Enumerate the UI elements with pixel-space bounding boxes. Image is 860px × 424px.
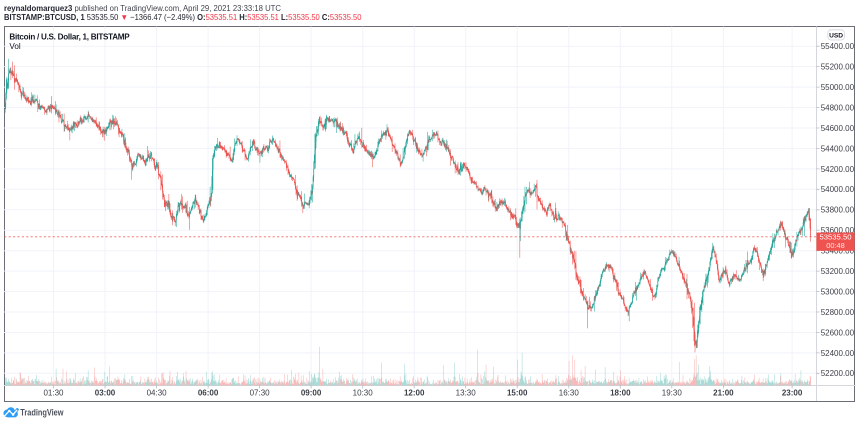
- svg-text:52400.00: 52400.00: [821, 349, 855, 358]
- svg-text:55400.00: 55400.00: [821, 42, 855, 51]
- svg-text:53200.00: 53200.00: [821, 267, 855, 276]
- svg-text:Vol: Vol: [9, 42, 20, 51]
- svg-text:04:30: 04:30: [147, 388, 168, 397]
- svg-text:00:48: 00:48: [826, 241, 845, 250]
- svg-text:16:30: 16:30: [559, 388, 580, 397]
- svg-text:55000.00: 55000.00: [821, 83, 855, 92]
- svg-text:13:30: 13:30: [456, 388, 477, 397]
- svg-text:Bitcoin / U.S. Dollar, 1, BITS: Bitcoin / U.S. Dollar, 1, BITSTAMP: [9, 33, 130, 42]
- svg-text:53600.00: 53600.00: [821, 226, 855, 235]
- svg-text:54400.00: 54400.00: [821, 144, 855, 153]
- svg-text:03:00: 03:00: [95, 388, 116, 397]
- svg-text:BITSTAMP:BTCUSD, 1 53535.50 ▼: BITSTAMP:BTCUSD, 1 53535.50 ▼ −1366.47 (…: [4, 12, 362, 22]
- svg-text:06:00: 06:00: [198, 388, 219, 397]
- svg-text:01:30: 01:30: [43, 388, 64, 397]
- svg-text:53800.00: 53800.00: [821, 206, 855, 215]
- svg-text:23:00: 23:00: [782, 388, 803, 397]
- svg-text:18:00: 18:00: [610, 388, 631, 397]
- svg-text:54600.00: 54600.00: [821, 124, 855, 133]
- svg-text:54800.00: 54800.00: [821, 103, 855, 112]
- svg-text:53000.00: 53000.00: [821, 288, 855, 297]
- svg-text:19:30: 19:30: [662, 388, 683, 397]
- svg-text:55200.00: 55200.00: [821, 63, 855, 72]
- svg-text:52600.00: 52600.00: [821, 328, 855, 337]
- svg-text:53535.50: 53535.50: [819, 233, 851, 242]
- svg-text:USD: USD: [829, 33, 843, 40]
- svg-text:53400.00: 53400.00: [821, 247, 855, 256]
- svg-text:reynaldomarquez3 published on: reynaldomarquez3 published on TradingVie…: [4, 3, 281, 13]
- svg-text:52800.00: 52800.00: [821, 308, 855, 317]
- svg-text:07:30: 07:30: [250, 388, 271, 397]
- svg-text:54000.00: 54000.00: [821, 185, 855, 194]
- svg-text:09:00: 09:00: [301, 388, 322, 397]
- svg-text:15:00: 15:00: [507, 388, 528, 397]
- svg-text:TradingView: TradingView: [20, 407, 64, 418]
- svg-text:12:00: 12:00: [404, 388, 425, 397]
- svg-text:10:30: 10:30: [353, 388, 374, 397]
- svg-text:54200.00: 54200.00: [821, 165, 855, 174]
- svg-text:52200.00: 52200.00: [821, 369, 855, 378]
- svg-text:21:00: 21:00: [713, 388, 734, 397]
